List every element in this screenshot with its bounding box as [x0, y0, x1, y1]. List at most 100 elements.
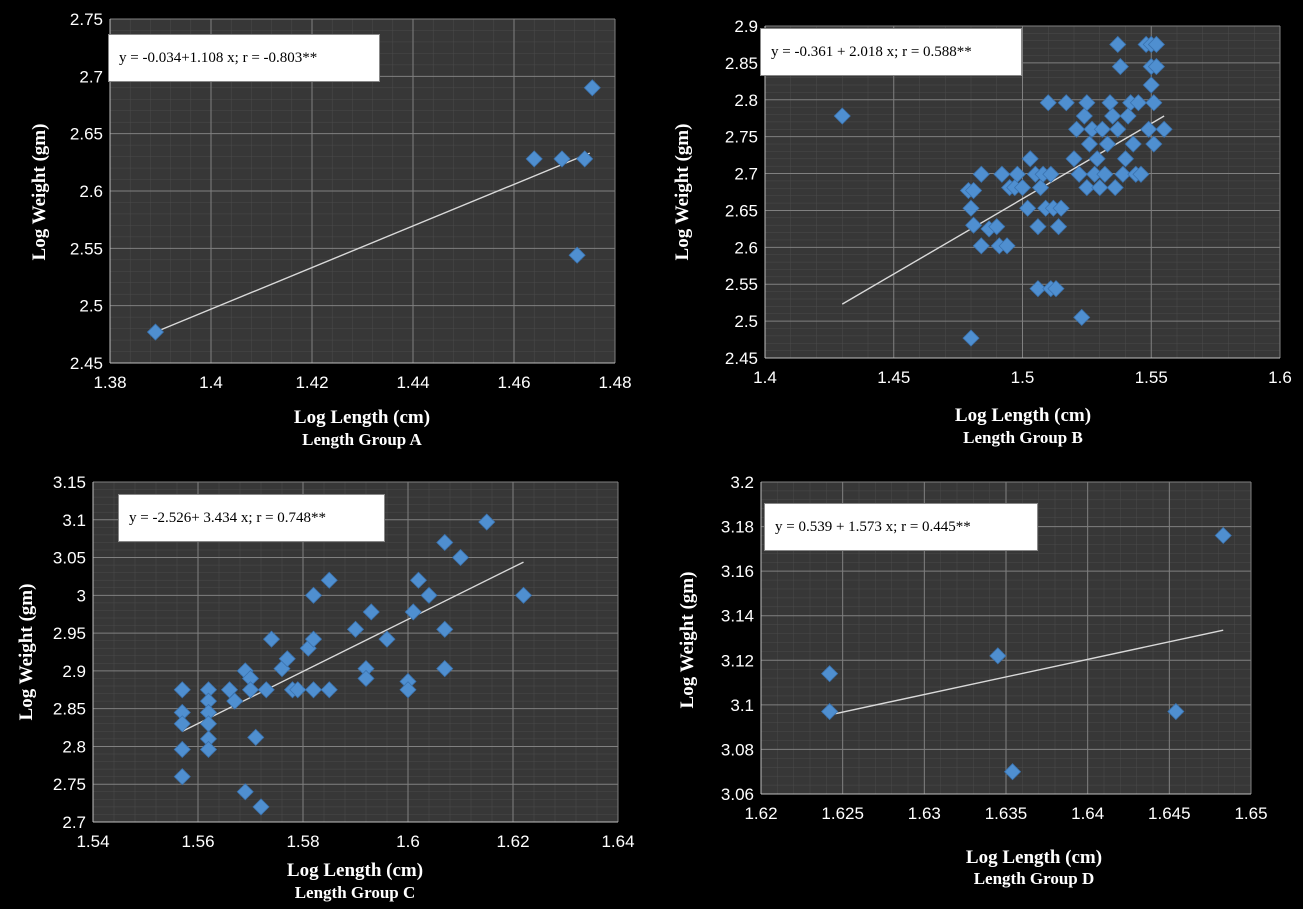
equation-box: y = -0.034+1.108 x; r = -0.803**: [108, 34, 380, 82]
y-tick-label: 2.9: [734, 17, 758, 36]
data-point: [1129, 94, 1147, 112]
data-point: [1155, 120, 1173, 138]
data-point: [320, 571, 338, 589]
data-point: [1106, 179, 1124, 197]
data-point: [993, 165, 1011, 183]
data-point: [199, 740, 218, 759]
x-tick-label: 1.6: [1268, 368, 1292, 387]
data-point: [525, 150, 543, 168]
y-tick-label: 2.65: [70, 125, 103, 144]
data-point: [965, 181, 983, 200]
y-tick-label: 3.1: [62, 511, 86, 530]
x-tick-label: 1.58: [286, 832, 319, 851]
data-point: [1111, 58, 1129, 76]
y-axis-title: Log Weight (gm): [29, 124, 50, 261]
x-tick-label: 1.63: [908, 804, 941, 823]
data-point: [576, 150, 594, 168]
y-tick-label: 3.2: [730, 473, 754, 492]
x-tick-label: 1.64: [1071, 804, 1104, 823]
y-tick-label: 2.7: [79, 67, 103, 86]
y-tick-label: 2.45: [725, 349, 758, 368]
data-point: [1057, 94, 1075, 112]
data-point: [247, 728, 265, 746]
x-tick-label: 1.44: [396, 373, 429, 392]
x-tick-label: 1.4: [199, 373, 223, 392]
data-point: [1052, 199, 1070, 217]
y-tick-label: 2.55: [725, 275, 758, 294]
data-point: [420, 586, 438, 604]
equation-box: y = 0.539 + 1.573 x; r = 0.445**: [764, 503, 1038, 551]
data-point: [962, 329, 980, 347]
data-point: [1013, 179, 1032, 197]
x-tick-label: 1.625: [821, 804, 864, 823]
chart-caption: Length Group D: [974, 869, 1095, 888]
x-tick-label: 1.64: [601, 832, 634, 851]
x-tick-label: 1.635: [985, 804, 1028, 823]
data-point: [1088, 150, 1106, 168]
y-tick-label: 2.75: [725, 128, 758, 147]
x-tick-label: 1.42: [295, 373, 328, 392]
x-tick-label: 1.46: [497, 373, 530, 392]
x-tick-label: 1.4: [753, 368, 777, 387]
data-point: [568, 246, 586, 264]
y-tick-label: 2.9: [62, 662, 86, 681]
data-point: [553, 150, 571, 168]
chart-caption: Length Group B: [963, 428, 1083, 447]
data-point: [1080, 135, 1099, 153]
y-tick-label: 3.16: [721, 562, 754, 581]
data-point: [1042, 165, 1060, 183]
data-point: [436, 533, 454, 552]
y-tick-label: 2.75: [70, 10, 103, 29]
data-point: [173, 715, 191, 733]
data-point: [1003, 763, 1022, 781]
equation-box: y = -2.526+ 3.434 x; r = 0.748**: [118, 494, 385, 542]
data-point: [1145, 94, 1163, 112]
x-tick-label: 1.62: [496, 832, 529, 851]
data-point: [1008, 165, 1026, 183]
y-tick-label: 2.85: [725, 54, 758, 73]
data-point: [1068, 120, 1086, 138]
y-tick-label: 2.5: [79, 297, 103, 316]
data-point: [1124, 135, 1142, 153]
y-tick-label: 3.14: [721, 607, 754, 626]
data-point: [1075, 107, 1093, 125]
data-point: [1109, 120, 1127, 138]
data-point: [821, 665, 839, 683]
data-point: [514, 586, 533, 604]
data-point: [252, 798, 270, 816]
data-point: [304, 586, 323, 604]
data-point: [965, 216, 983, 234]
y-tick-label: 2.95: [53, 624, 86, 643]
data-point: [1142, 76, 1160, 94]
data-point: [962, 199, 980, 217]
data-point: [1019, 199, 1037, 217]
data-point: [173, 768, 191, 786]
scatter-panel-b: 1.4 1.45 1.5 1.55 1.6 2.45 2.5 2.55 2.6 2.65 2.7 2.…: [650, 0, 1303, 460]
data-point: [346, 620, 365, 638]
data-point: [478, 513, 496, 531]
data-point: [320, 681, 338, 699]
data-point: [1031, 179, 1050, 197]
data-point: [257, 681, 275, 699]
data-point: [1167, 702, 1185, 721]
data-point: [1116, 150, 1135, 168]
data-point: [404, 603, 422, 621]
chart-caption: Length Group C: [295, 883, 416, 902]
y-tick-label: 3: [77, 586, 86, 605]
y-tick-label: 2.55: [70, 239, 103, 258]
data-point: [998, 237, 1016, 255]
data-point: [989, 647, 1007, 665]
data-point: [1047, 280, 1065, 298]
data-point: [289, 681, 307, 699]
data-point: [1039, 94, 1057, 112]
trendline: [155, 152, 591, 333]
data-point: [220, 681, 239, 699]
data-point: [1073, 308, 1091, 326]
data-point: [262, 630, 281, 648]
y-tick-label: 3.05: [53, 549, 86, 568]
data-point: [304, 681, 323, 699]
y-tick-label: 2.6: [79, 182, 103, 201]
data-point: [1114, 165, 1132, 183]
trendline: [829, 629, 1224, 716]
y-tick-label: 2.65: [725, 201, 758, 220]
